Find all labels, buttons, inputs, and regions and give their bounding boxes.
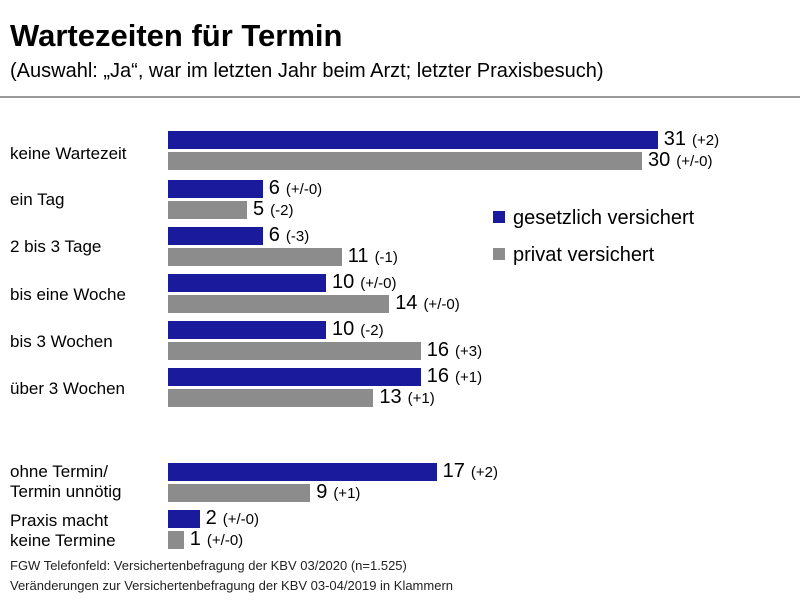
value-label-pkv: 16 (+3) — [427, 340, 482, 362]
category-label: ohne Termin/Termin unnötig — [10, 462, 122, 501]
chart-subtitle: (Auswahl: „Ja“, war im letzten Jahr beim… — [10, 60, 604, 82]
legend-swatch-gkv — [493, 211, 505, 223]
value-change: (+/-0) — [360, 275, 397, 292]
legend-item-gkv: gesetzlich versichert — [493, 207, 694, 230]
value-change: (+1) — [407, 390, 435, 407]
category-label: ein Tag — [10, 190, 65, 209]
value-label-pkv: 1 (+/-0) — [190, 529, 243, 551]
value-number: 6 — [268, 224, 280, 246]
value-label-gkv: 17 (+2) — [443, 461, 498, 483]
bar-pkv — [168, 152, 642, 170]
bar-gkv — [168, 180, 263, 198]
value-label-gkv: 31 (+2) — [664, 129, 719, 151]
bar-gkv — [168, 368, 421, 386]
value-number: 5 — [253, 198, 265, 220]
value-number: 13 — [379, 386, 402, 408]
value-change: (-3) — [285, 228, 310, 245]
value-change: (+/-0) — [285, 181, 323, 198]
value-change: (-2) — [270, 202, 294, 219]
chart-title: Wartezeiten für Termin — [10, 18, 343, 53]
value-label-pkv: 9 (+1) — [316, 482, 360, 504]
category-label: bis 3 Wochen — [10, 332, 113, 351]
value-number: 10 — [332, 318, 355, 340]
bar-pkv — [168, 531, 184, 549]
value-change: (-2) — [360, 322, 384, 339]
value-number: 2 — [205, 507, 217, 529]
value-label-gkv: 6 (+/-0) — [269, 178, 322, 200]
value-label-gkv: 10 (-2) — [332, 319, 384, 341]
value-label-gkv: 6 (-3) — [269, 225, 309, 247]
header-divider — [0, 96, 800, 98]
value-change: (+/-0) — [222, 511, 259, 528]
bar-gkv — [168, 321, 326, 339]
legend-swatch-pkv — [493, 248, 505, 260]
value-number: 14 — [395, 292, 418, 314]
value-change: (+/-0) — [423, 296, 460, 313]
bar-gkv — [168, 463, 437, 481]
footer-source: FGW Telefonfeld: Versichertenbefragung d… — [10, 558, 407, 573]
value-number: 10 — [332, 271, 355, 293]
value-change: (+1) — [455, 369, 483, 386]
footer-note: Veränderungen zur Versichertenbefragung … — [10, 578, 454, 593]
bar-pkv — [168, 201, 247, 219]
bar-pkv — [168, 342, 421, 360]
legend-label-pkv: privat versichert — [513, 244, 655, 266]
value-label-pkv: 14 (+/-0) — [395, 293, 460, 315]
value-change: (+2) — [470, 464, 498, 481]
value-number: 30 — [648, 149, 671, 171]
bar-gkv — [168, 274, 326, 292]
bar-pkv — [168, 389, 374, 407]
value-change: (+1) — [333, 485, 361, 502]
value-label-gkv: 2 (+/-0) — [206, 508, 259, 530]
bar-gkv — [168, 227, 263, 245]
legend-label-gkv: gesetzlich versichert — [513, 207, 695, 229]
value-number: 6 — [268, 177, 280, 199]
bar-pkv — [168, 295, 390, 313]
bar-gkv — [168, 510, 200, 528]
bar-pkv — [168, 248, 342, 266]
category-label: bis eine Woche — [10, 285, 126, 304]
value-change: (+3) — [455, 343, 483, 360]
value-number: 16 — [426, 339, 450, 361]
value-number: 9 — [316, 481, 328, 503]
bar-gkv — [168, 131, 658, 149]
legend-item-pkv: privat versichert — [493, 244, 654, 267]
value-number: 31 — [663, 128, 687, 150]
value-change: (-1) — [374, 249, 398, 266]
value-label-gkv: 16 (+1) — [427, 366, 482, 388]
value-label-pkv: 5 (-2) — [253, 199, 293, 221]
category-label: keine Wartezeit — [10, 144, 127, 163]
value-label-pkv: 13 (+1) — [379, 387, 434, 409]
category-label: Praxis macht keine Termine — [10, 511, 116, 550]
value-change: (+/-0) — [676, 153, 713, 170]
value-number: 1 — [189, 528, 201, 550]
value-number: 11 — [347, 245, 369, 267]
category-label: über 3 Wochen — [10, 379, 125, 398]
value-label-pkv: 11 (-1) — [348, 246, 398, 268]
value-number: 16 — [426, 365, 450, 387]
value-number: 17 — [442, 460, 465, 482]
value-label-gkv: 10 (+/-0) — [332, 272, 397, 294]
bar-pkv — [168, 484, 311, 502]
value-change: (+2) — [692, 132, 720, 149]
category-label: 2 bis 3 Tage — [10, 237, 102, 256]
value-label-pkv: 30 (+/-0) — [648, 150, 713, 172]
value-change: (+/-0) — [206, 532, 244, 549]
